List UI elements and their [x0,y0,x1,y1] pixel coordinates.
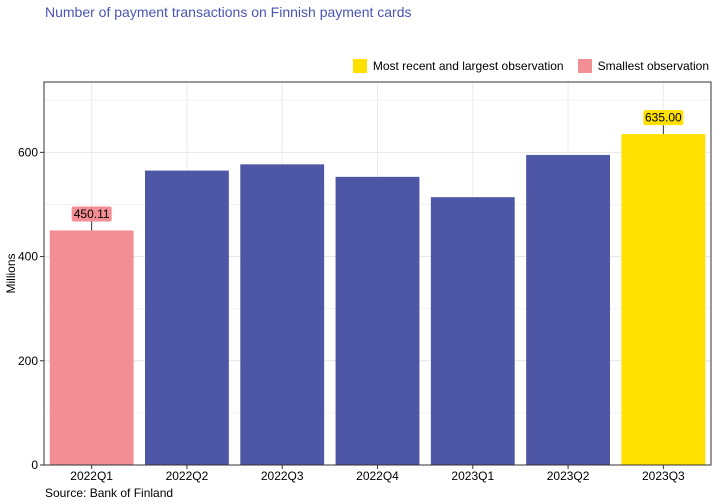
legend-item-smallest: Smallest observation [577,59,709,73]
legend-label-largest: Most recent and largest observation [372,59,564,73]
x-tick-label: 2022Q3 [261,469,304,483]
y-tick-label: 400 [18,250,38,264]
x-tick-label: 2023Q3 [642,469,685,483]
x-tick-label: 2022Q1 [70,469,113,483]
x-tick-label: 2023Q2 [547,469,590,483]
legend-swatch-largest [352,59,367,73]
bar-2023Q2 [526,154,610,465]
bar-2023Q3 [621,134,706,466]
x-tick-label: 2022Q2 [166,469,209,483]
bar-2022Q4 [335,176,420,466]
bar-2023Q1 [430,197,515,466]
legend-item-largest: Most recent and largest observation [352,59,564,73]
annotation-box [71,206,112,222]
bar-2022Q2 [145,170,229,466]
y-tick-label: 600 [18,145,38,159]
x-tick-label: 2022Q4 [356,469,399,483]
data-label: 635.00 [645,111,682,125]
data-label: 450.11 [74,207,110,221]
y-tick-label: 0 [31,458,38,472]
x-tick-label: 2023Q1 [451,469,494,483]
bar-2022Q3 [240,164,325,465]
annotation-box [643,110,684,126]
source-note: Source: Bank of Finland [45,486,174,500]
legend-label-smallest: Smallest observation [597,59,709,73]
legend: Most recent and largest observation Smal… [339,59,709,73]
bar-2022Q1 [49,230,134,465]
legend-swatch-smallest [577,59,592,73]
chart-title: Number of payment transactions on Finnis… [45,4,412,20]
y-tick-label: 200 [18,354,38,368]
y-axis-label: Millions [4,253,18,293]
